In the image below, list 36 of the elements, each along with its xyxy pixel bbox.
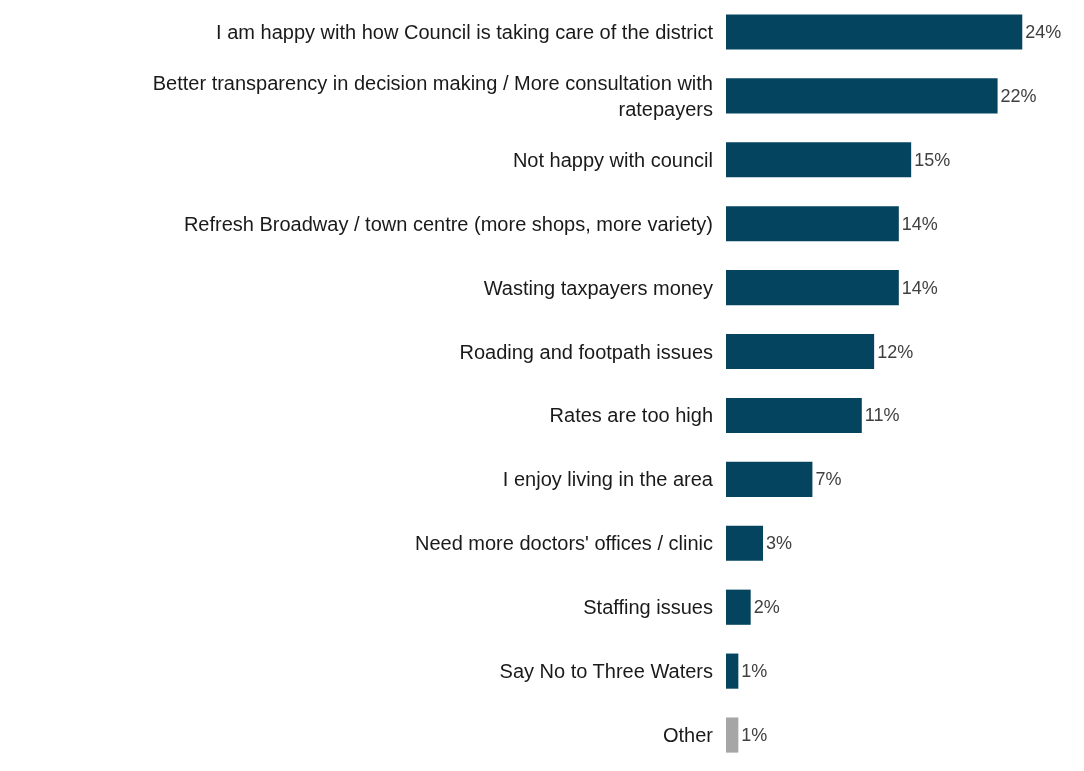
y-tick-label: Refresh Broadway / town centre (more shops, more variety) <box>183 212 713 235</box>
data-label: 15% <box>914 149 951 170</box>
data-label: 2% <box>753 597 780 618</box>
data-label: 1% <box>741 661 768 682</box>
bar <box>726 78 998 114</box>
y-tick-label: Other <box>662 724 714 747</box>
data-label: 7% <box>815 469 842 490</box>
bar <box>726 270 899 306</box>
y-tick-label: Better transparency in decision making / More consultation with ratepayers <box>152 71 713 120</box>
y-tick-label: I am happy with how Council is taking care of the district <box>216 20 714 43</box>
y-tick-label: Rates are too high <box>549 404 713 427</box>
y-tick-label: I enjoy living in the area <box>502 468 714 491</box>
bar <box>726 333 875 370</box>
data-label: 12% <box>877 341 914 362</box>
bar <box>726 206 899 242</box>
bar <box>726 461 813 497</box>
data-label: 1% <box>741 725 768 746</box>
data-label: 3% <box>766 533 793 554</box>
bar <box>726 653 739 689</box>
bar <box>726 525 764 561</box>
bar <box>726 397 862 434</box>
bar <box>726 142 912 178</box>
bar <box>726 14 1023 50</box>
data-label: 24% <box>1025 21 1062 42</box>
y-tick-label: Wasting taxpayers money <box>483 276 713 299</box>
data-label: 11% <box>864 405 900 426</box>
data-label: 22% <box>1000 85 1037 106</box>
y-tick-label: Roading and footpath issues <box>459 340 713 363</box>
y-tick-label: Staffing issues <box>583 596 713 619</box>
data-label: 14% <box>901 213 938 234</box>
y-tick-label: Say No to Three Waters <box>499 660 713 683</box>
data-label: 14% <box>901 277 938 298</box>
bar <box>726 589 751 625</box>
bar <box>726 717 739 753</box>
y-tick-label: Not happy with council <box>512 148 713 171</box>
y-tick-label: Need more doctors' offices / clinic <box>414 532 713 555</box>
